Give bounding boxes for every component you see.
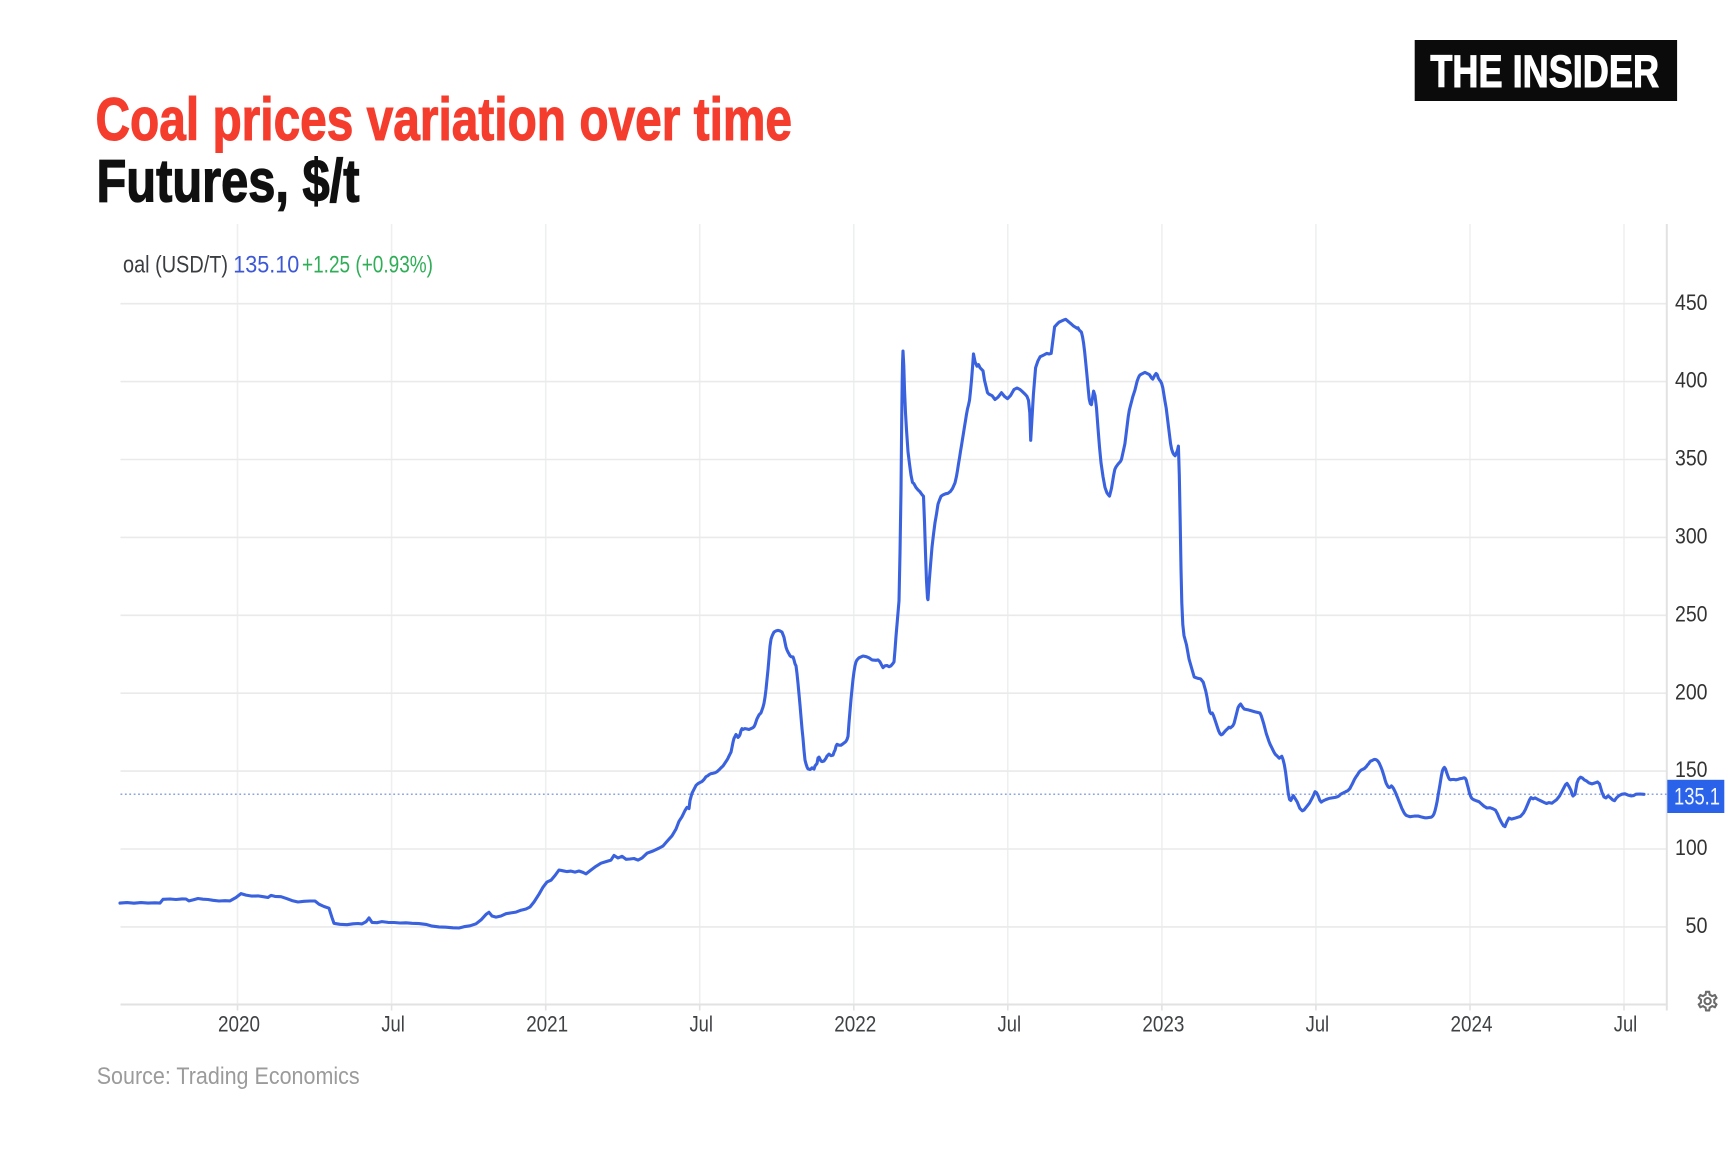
svg-text:Jul: Jul <box>998 1011 1022 1036</box>
svg-text:Jul: Jul <box>689 1011 713 1036</box>
svg-text:350: 350 <box>1675 446 1708 471</box>
svg-text:THE INSIDER: THE INSIDER <box>1430 46 1659 97</box>
svg-text:Jul: Jul <box>1306 1011 1330 1036</box>
svg-text:2022: 2022 <box>834 1011 876 1036</box>
svg-text:oal (USD/T): oal (USD/T) <box>123 251 228 278</box>
svg-text:+1.25 (+0.93%): +1.25 (+0.93%) <box>302 251 433 278</box>
svg-text:200: 200 <box>1675 679 1708 704</box>
svg-text:100: 100 <box>1675 835 1708 860</box>
svg-text:Source: Trading Economics: Source: Trading Economics <box>97 1063 360 1090</box>
svg-text:Coal prices variation over tim: Coal prices variation over time <box>96 86 793 153</box>
svg-text:Futures, $/t: Futures, $/t <box>97 148 360 215</box>
svg-text:2024: 2024 <box>1451 1011 1493 1036</box>
svg-text:400: 400 <box>1675 368 1708 393</box>
svg-text:2023: 2023 <box>1142 1011 1184 1036</box>
svg-text:150: 150 <box>1675 757 1708 782</box>
svg-text:2020: 2020 <box>218 1011 260 1036</box>
svg-text:450: 450 <box>1675 290 1708 315</box>
svg-text:250: 250 <box>1675 601 1708 626</box>
svg-text:135.10: 135.10 <box>233 251 299 278</box>
svg-text:Jul: Jul <box>1614 1011 1638 1036</box>
svg-text:2021: 2021 <box>526 1011 568 1036</box>
svg-text:Jul: Jul <box>381 1011 405 1036</box>
svg-text:135.1: 135.1 <box>1674 784 1720 811</box>
svg-text:300: 300 <box>1675 524 1708 549</box>
svg-text:50: 50 <box>1686 913 1708 938</box>
